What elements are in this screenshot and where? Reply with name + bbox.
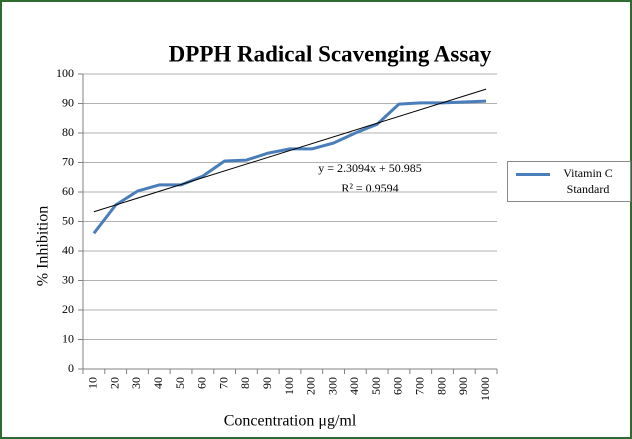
x-tick-label: 70 xyxy=(216,377,230,389)
y-tick-label: 50 xyxy=(62,213,74,227)
x-tick-label: 30 xyxy=(129,377,143,389)
y-tick-label: 10 xyxy=(62,331,74,345)
y-tick-label: 0 xyxy=(68,361,74,375)
y-tick-label: 90 xyxy=(62,95,74,109)
x-tick-label: 10 xyxy=(86,377,100,389)
x-tick-label: 600 xyxy=(391,377,405,395)
chart-title: DPPH Radical Scavenging Assay xyxy=(169,41,492,66)
y-tick-label: 70 xyxy=(62,154,74,168)
legend-swatch xyxy=(516,173,550,176)
trendline-r-squared: R² = 0.9594 xyxy=(341,181,398,195)
y-tick-label: 80 xyxy=(62,125,74,139)
trendline xyxy=(93,88,487,213)
y-tick-label: 40 xyxy=(62,243,74,257)
series-line xyxy=(92,99,487,235)
x-tick-label: 60 xyxy=(195,377,209,389)
y-tick-label: 30 xyxy=(62,272,74,286)
x-tick-label: 200 xyxy=(304,377,318,395)
y-tick-label: 20 xyxy=(62,302,74,316)
legend-label: Vitamin C Standard xyxy=(563,166,613,196)
x-tick-label: 90 xyxy=(260,377,274,389)
x-tick-label: 100 xyxy=(282,377,296,395)
x-tick-label: 400 xyxy=(347,377,361,395)
x-tick-label: 20 xyxy=(107,377,121,389)
x-tick-label: 500 xyxy=(369,377,383,395)
x-tick-label: 50 xyxy=(173,377,187,389)
x-tick-label: 900 xyxy=(456,377,470,395)
y-tick-label: 60 xyxy=(62,184,74,198)
y-tick-label: 100 xyxy=(56,66,74,80)
x-tick-label: 80 xyxy=(238,377,252,389)
trendline-equation: y = 2.3094x + 50.985 xyxy=(318,161,422,175)
x-tick-label: 800 xyxy=(434,377,448,395)
x-tick-label: 700 xyxy=(412,377,426,395)
x-tick-label: 300 xyxy=(325,377,339,395)
legend: Vitamin C Standard xyxy=(507,161,631,202)
x-axis-title: Concentration μg/ml xyxy=(224,413,357,430)
x-tick-label: 1000 xyxy=(478,377,492,401)
x-tick-label: 40 xyxy=(151,377,165,389)
y-axis-title: % Inhibition xyxy=(35,206,52,286)
